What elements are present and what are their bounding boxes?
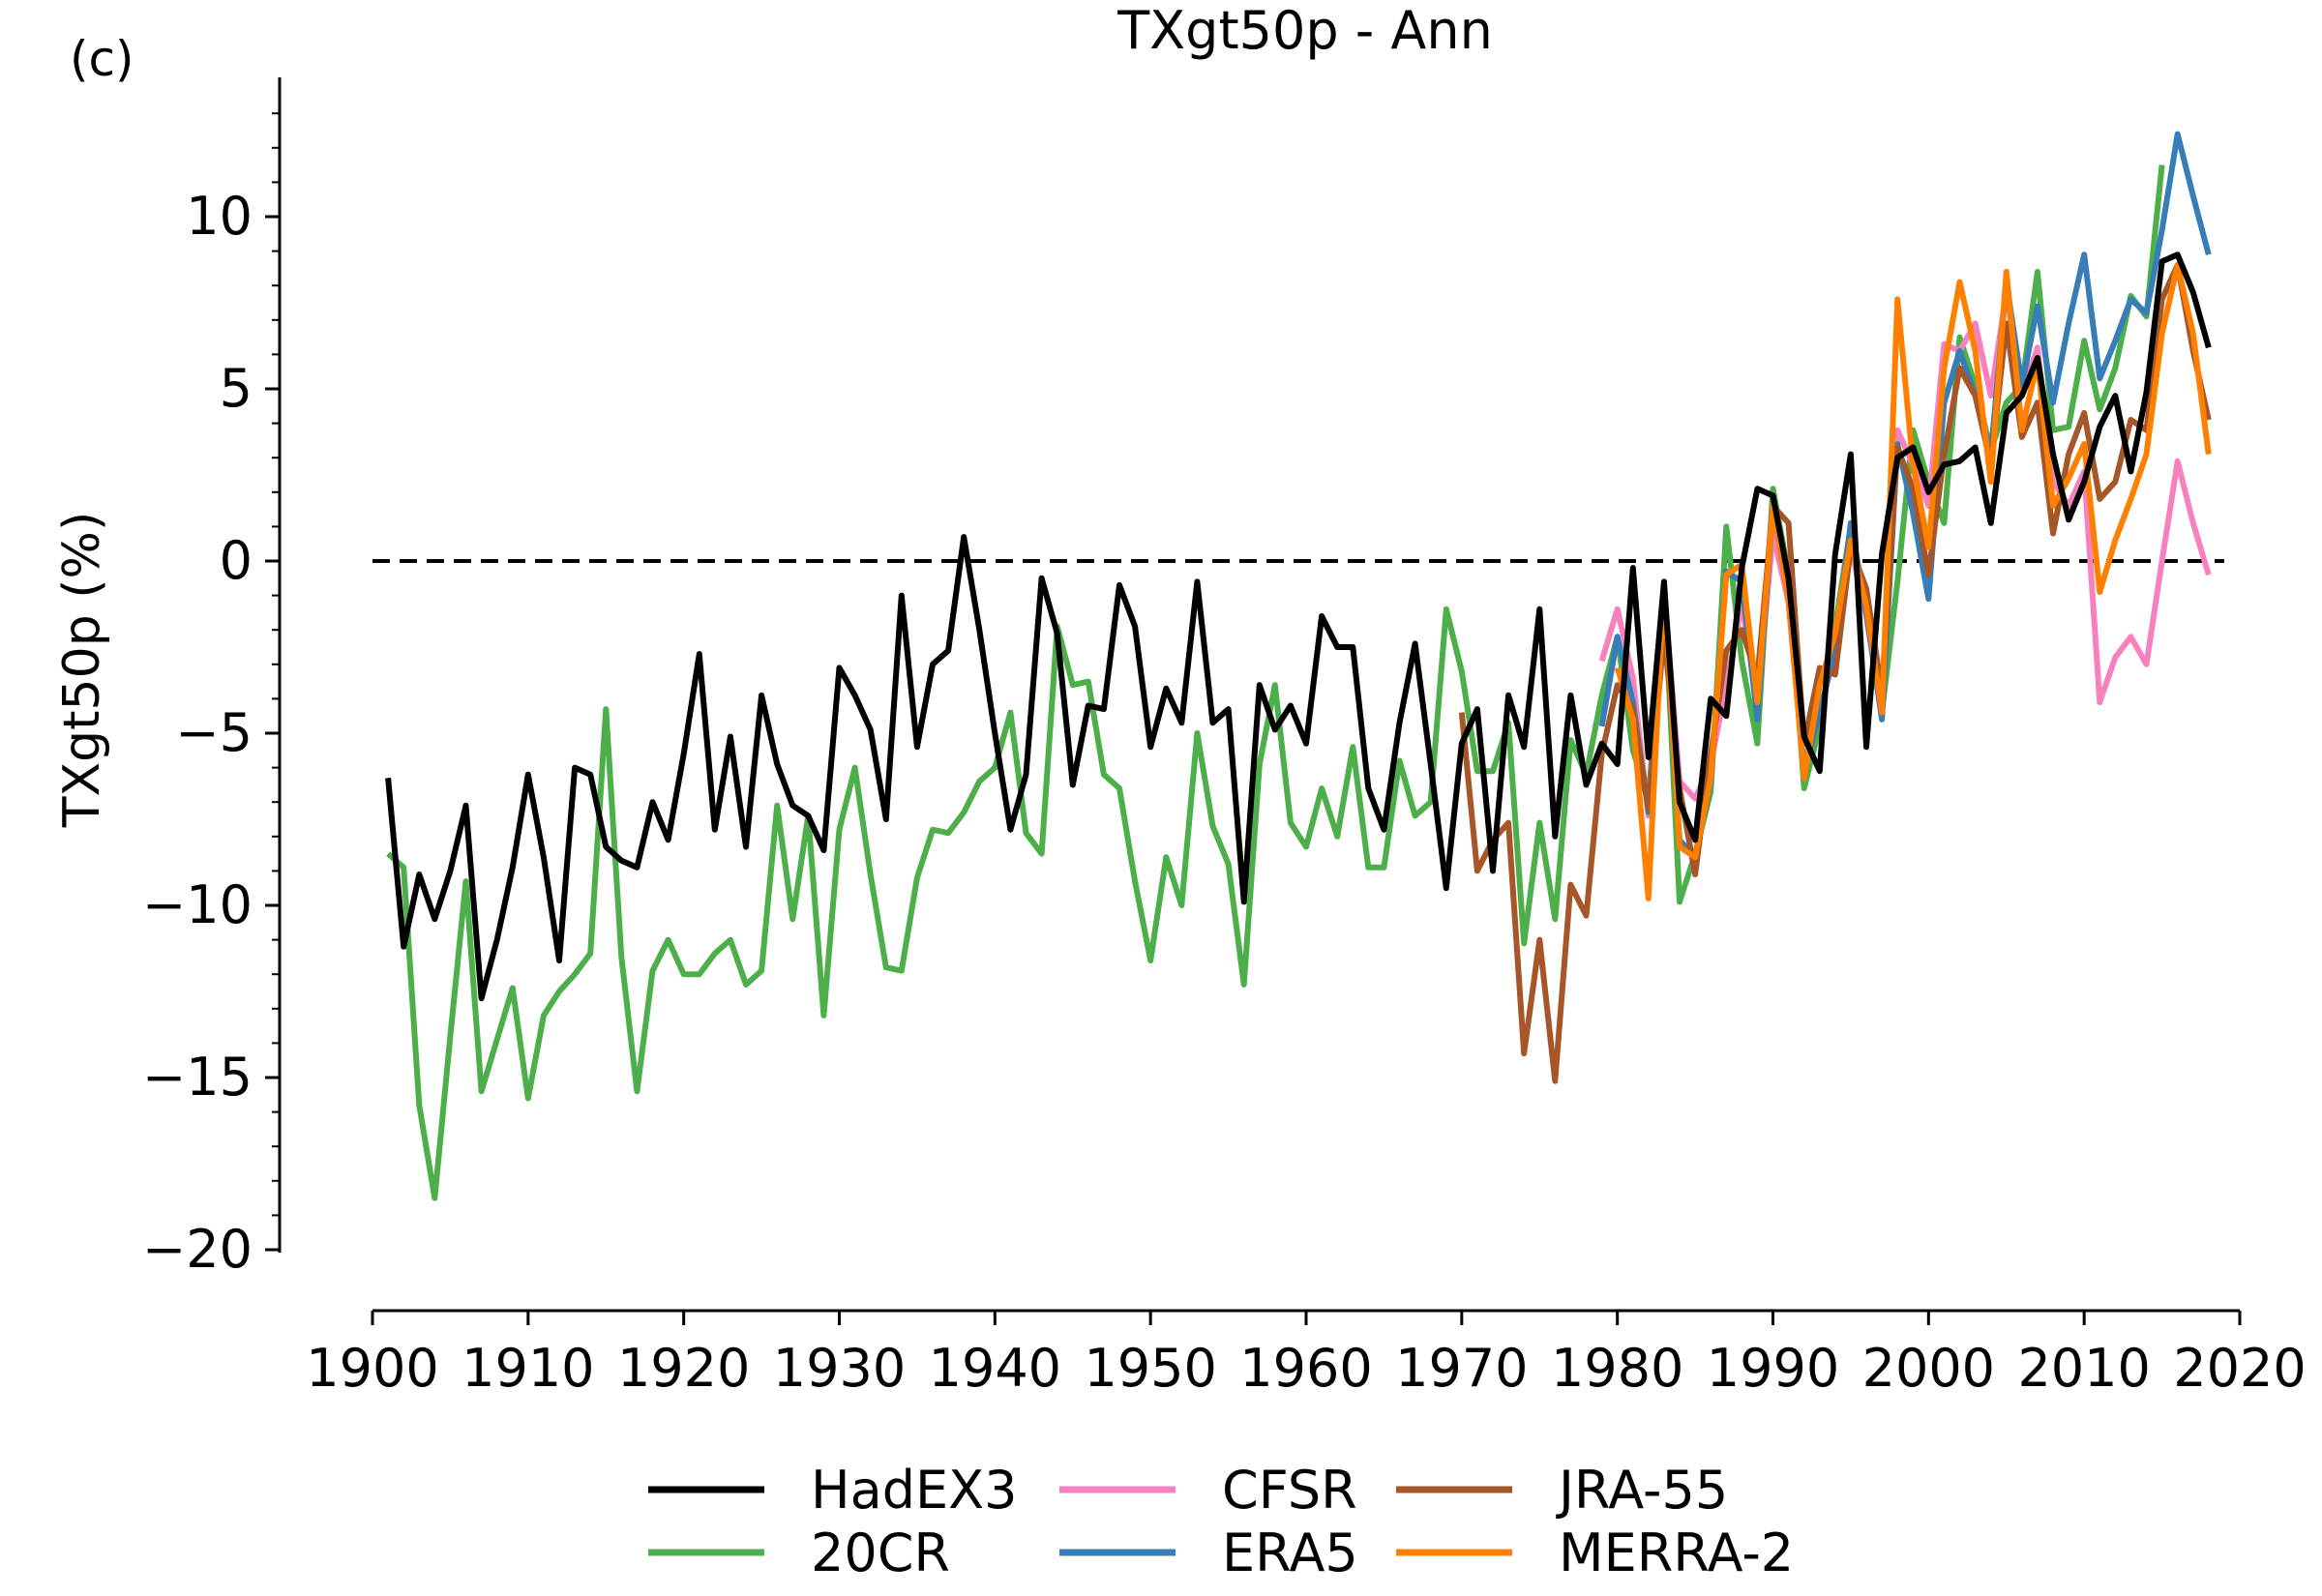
y-tick-label: 0 (220, 530, 253, 591)
legend-label: CFSR (1222, 1460, 1357, 1521)
series-line-hadex3 (385, 251, 2212, 1002)
x-tick-label: 1950 (1084, 1338, 1216, 1399)
legend-entry-cfsr: CFSR (1059, 1460, 1357, 1521)
y-tick-label: −10 (142, 874, 253, 935)
x-tick-label: 2010 (2017, 1338, 2150, 1399)
x-tick-label: 2020 (2173, 1338, 2306, 1399)
x-tick-label: 1960 (1239, 1338, 1372, 1399)
y-tick-label: −20 (142, 1219, 253, 1280)
series-line-merra-2 (1614, 261, 2212, 901)
y-tick-label: 5 (220, 358, 253, 419)
legend-entry-jra-55: JRA-55 (1396, 1460, 1728, 1521)
legend-entry-merra-2: MERRA-2 (1396, 1522, 1794, 1583)
y-tick-label: −15 (142, 1047, 253, 1108)
x-tick-label: 1930 (773, 1338, 906, 1399)
x-tick-label: 1970 (1395, 1338, 1528, 1399)
x-tick-label: 1910 (461, 1338, 594, 1399)
y-tick-label: −5 (175, 702, 253, 763)
plot-area (385, 131, 2212, 1201)
x-tick-label: 1940 (929, 1338, 1061, 1399)
y-axis: −20 −15 −10 −5 0 5 10 (142, 77, 282, 1280)
x-tick-label: 1990 (1707, 1338, 1839, 1399)
panel-label: (c) (70, 31, 134, 87)
chart-title: TXgt50p - Ann (1116, 0, 1493, 61)
series-line-jra-55 (1458, 261, 2212, 1084)
x-axis: 1900 1910 1920 1930 1940 1950 1960 1970 1980 1990… (306, 1309, 2307, 1399)
legend-entry-era5: ERA5 (1059, 1522, 1358, 1583)
x-tick-label: 1900 (306, 1338, 438, 1399)
x-tick-label: 1980 (1551, 1338, 1683, 1399)
legend-entry-20cr: 20CR (648, 1522, 950, 1583)
legend-label: ERA5 (1222, 1522, 1358, 1583)
legend-entry-hadex3: HadEX3 (648, 1460, 1017, 1521)
x-tick-label: 1920 (617, 1338, 750, 1399)
legend-label: HadEX3 (811, 1460, 1017, 1521)
y-axis-label: TXgt50p (%) (53, 512, 111, 828)
y-tick-label: 10 (186, 186, 253, 247)
legend-label: 20CR (811, 1522, 950, 1583)
legend-label: JRA-55 (1556, 1460, 1728, 1521)
legend-label: MERRA-2 (1559, 1522, 1794, 1583)
x-tick-label: 2000 (1862, 1338, 1995, 1399)
